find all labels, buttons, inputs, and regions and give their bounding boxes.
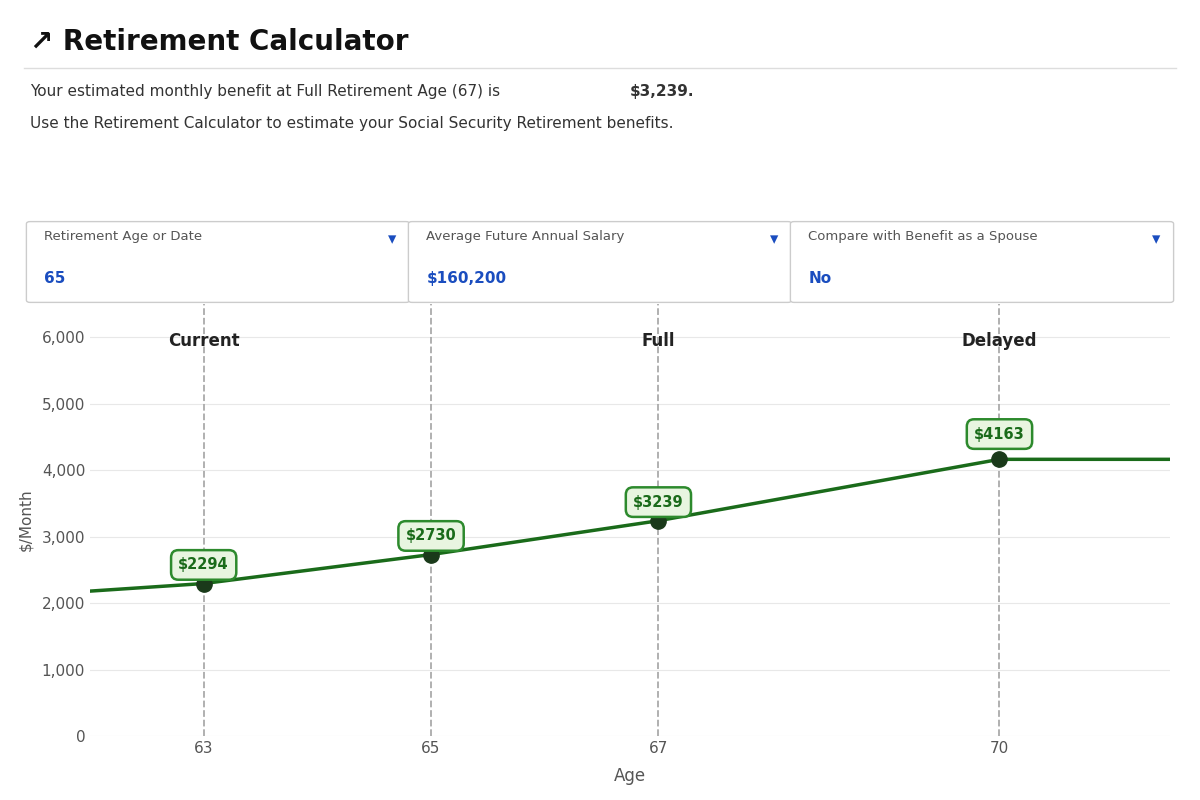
Text: $3239: $3239 bbox=[634, 494, 684, 510]
Text: ↗ Retirement Calculator: ↗ Retirement Calculator bbox=[30, 28, 408, 56]
Text: Use the Retirement Calculator to estimate your Social Security Retirement benefi: Use the Retirement Calculator to estimat… bbox=[30, 116, 673, 131]
Text: $3,239.: $3,239. bbox=[630, 84, 695, 99]
Text: ▾: ▾ bbox=[770, 230, 779, 248]
Text: $160,200: $160,200 bbox=[426, 270, 506, 286]
Text: Delayed: Delayed bbox=[961, 332, 1037, 350]
Text: ▾: ▾ bbox=[1152, 230, 1160, 248]
Text: Retirement Age or Date: Retirement Age or Date bbox=[44, 230, 203, 243]
Text: Average Future Annual Salary: Average Future Annual Salary bbox=[426, 230, 625, 243]
Text: 65: 65 bbox=[44, 270, 66, 286]
Text: $2294: $2294 bbox=[179, 558, 229, 573]
Legend: Your Benefit: Your Benefit bbox=[546, 256, 714, 290]
Text: Current: Current bbox=[168, 332, 240, 350]
Text: Your estimated monthly benefit at Full Retirement Age (67) is: Your estimated monthly benefit at Full R… bbox=[30, 84, 505, 99]
Text: $4163: $4163 bbox=[974, 426, 1025, 442]
Y-axis label: $/Month: $/Month bbox=[18, 489, 34, 551]
X-axis label: Age: Age bbox=[614, 767, 646, 785]
Text: ▾: ▾ bbox=[388, 230, 396, 248]
Text: $2730: $2730 bbox=[406, 529, 456, 543]
Text: No: No bbox=[809, 270, 832, 286]
Text: Compare with Benefit as a Spouse: Compare with Benefit as a Spouse bbox=[809, 230, 1038, 243]
Text: Full: Full bbox=[642, 332, 676, 350]
